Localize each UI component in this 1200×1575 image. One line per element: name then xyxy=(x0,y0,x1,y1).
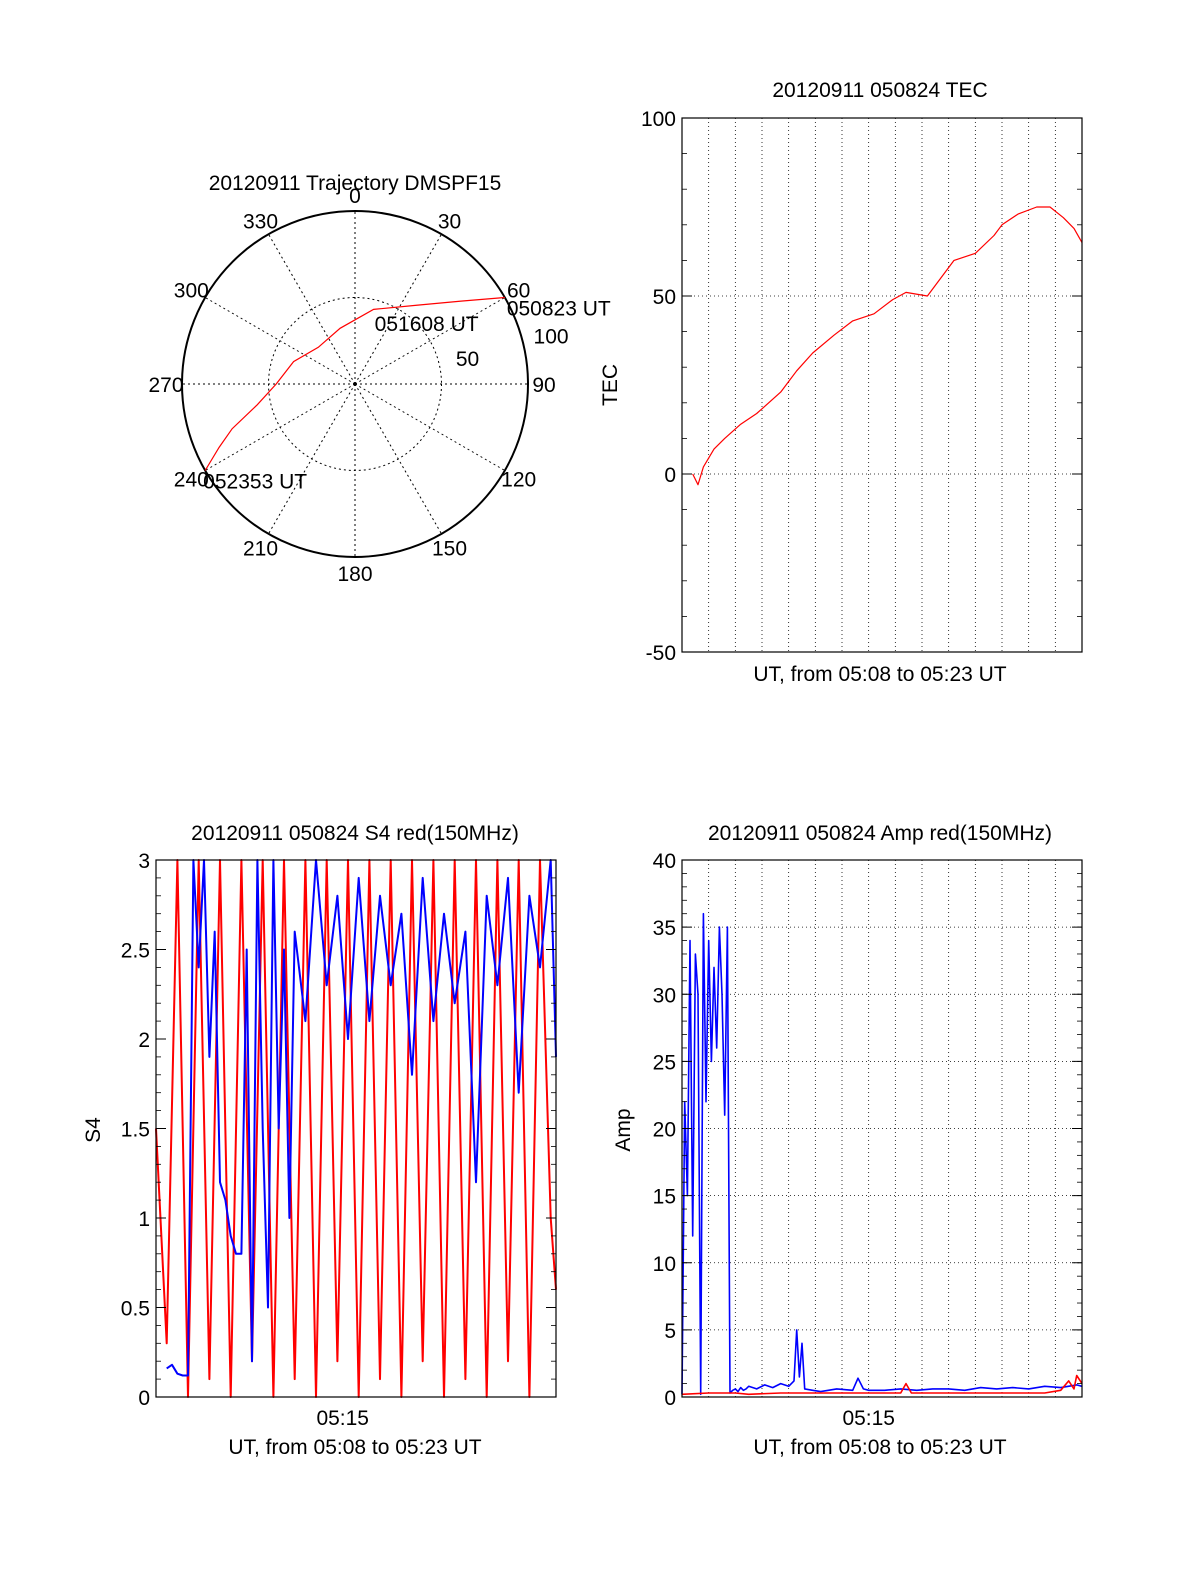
s4-plot-area: 0 0.5 1 1.5 2 2.5 3 05:15 xyxy=(121,850,557,1430)
amp-ylabel: Amp xyxy=(612,1108,635,1151)
s4-xlabel: UT, from 05:08 to 05:23 UT xyxy=(228,1436,481,1459)
s4-series-line-0 xyxy=(155,859,557,1398)
s4-ytick-label: 2 xyxy=(138,1029,150,1052)
amp-xlabel: UT, from 05:08 to 05:23 UT xyxy=(753,1436,1006,1459)
polar-radial-label: 100 xyxy=(534,325,569,348)
amp-ytick-label: 20 xyxy=(653,1119,676,1142)
amp-title: 20120911 050824 Amp red(150MHz) xyxy=(708,822,1052,845)
polar-outer-circle xyxy=(181,210,529,558)
polar-angle-label: 330 xyxy=(243,210,278,233)
tec-xlabel: UT, from 05:08 to 05:23 UT xyxy=(753,663,1006,686)
s4-ytick-label: 3 xyxy=(138,850,150,873)
s4-ylabel: S4 xyxy=(82,1117,105,1143)
polar-trajectory-panel: 20120911 Trajectory DMSPF15 0 30 60 90 120 15… xyxy=(148,172,610,586)
polar-grid-spoke xyxy=(204,297,356,385)
tec-ytick-label: 0 xyxy=(664,464,676,487)
s4-series-line-1 xyxy=(166,859,557,1377)
polar-angle-label: 180 xyxy=(337,563,372,586)
tec-frame xyxy=(681,117,1083,653)
polar-title: 20120911 Trajectory DMSPF15 xyxy=(209,172,502,195)
tec-plot-area: -50 0 50 100 xyxy=(641,108,1083,665)
polar-radial-labels: 50 100 xyxy=(456,325,569,370)
polar-angle-label: 90 xyxy=(532,374,555,397)
polar-angle-label: 210 xyxy=(243,538,278,561)
polar-trajectory xyxy=(204,296,505,471)
amp-ytick-label: 10 xyxy=(653,1253,676,1276)
s4-ytick-label: 0.5 xyxy=(121,1298,150,1321)
amp-ytick-label: 15 xyxy=(653,1186,676,1209)
amp-plot-area: 0 5 10 15 20 25 30 35 40 05:15 xyxy=(653,850,1083,1430)
s4-panel: 20120911 050824 S4 red(150MHz) UT, from … xyxy=(82,822,557,1459)
tec-ytick-label: 100 xyxy=(641,108,676,131)
tec-title: 20120911 050824 TEC xyxy=(772,79,987,102)
amp-ytick-label: 35 xyxy=(653,917,676,940)
polar-annotation: 050823 UT xyxy=(507,298,611,321)
s4-xtick-label: 05:15 xyxy=(316,1407,369,1430)
s4-ytick-label: 2.5 xyxy=(121,940,150,963)
polar-grid-spoke xyxy=(354,383,506,471)
polar-grid-spoke xyxy=(354,233,442,385)
polar-radial-label: 50 xyxy=(456,348,479,371)
polar-angle-labels: 0 30 60 90 120 150 180 210 240 270 300 330 xyxy=(148,185,555,586)
polar-trajectory-line xyxy=(204,296,505,471)
tec-ytick-label: 50 xyxy=(653,286,676,309)
tec-ylabel: TEC xyxy=(599,364,622,406)
polar-grid-spoke xyxy=(354,383,442,535)
polar-annotations: 050823 UT 051608 UT 052353 UT xyxy=(203,298,611,494)
tec-ytick-label: -50 xyxy=(646,642,676,665)
polar-angle-label: 150 xyxy=(432,538,467,561)
amp-ytick-label: 0 xyxy=(664,1387,676,1410)
amp-panel: 20120911 050824 Amp red(150MHz) UT, from… xyxy=(612,822,1083,1459)
amp-ytick-label: 5 xyxy=(664,1320,676,1343)
polar-angle-label: 60 xyxy=(507,280,530,303)
amp-series-line-1 xyxy=(681,1374,1083,1396)
tec-panel: 20120911 050824 TEC UT, from 05:08 to 05… xyxy=(599,79,1083,686)
polar-grid-spoke xyxy=(354,297,506,385)
polar-grid-spoke xyxy=(268,233,356,385)
amp-series-line-0 xyxy=(681,912,1083,1396)
amp-ytick-label: 25 xyxy=(653,1051,676,1074)
polar-annotation: 052353 UT xyxy=(203,471,307,494)
polar-angle-label: 30 xyxy=(438,210,461,233)
amp-ytick-label: 40 xyxy=(653,850,676,873)
polar-grid-spoke xyxy=(268,383,356,535)
s4-ytick-label: 1 xyxy=(138,1208,150,1231)
amp-ytick-label: 30 xyxy=(653,984,676,1007)
polar-angle-label: 0 xyxy=(349,185,361,208)
s4-ytick-label: 1.5 xyxy=(121,1119,150,1142)
tec-series-line-0 xyxy=(692,206,1083,486)
polar-angle-label: 300 xyxy=(174,280,209,303)
polar-angle-label: 270 xyxy=(148,374,183,397)
polar-annotation: 051608 UT xyxy=(375,313,479,336)
polar-angle-label: 240 xyxy=(174,469,209,492)
amp-xtick-label: 05:15 xyxy=(842,1407,895,1430)
s4-title: 20120911 050824 S4 red(150MHz) xyxy=(191,822,519,845)
polar-angle-label: 120 xyxy=(501,469,536,492)
polar-grid-spoke xyxy=(204,383,356,471)
polar-grid xyxy=(181,210,529,558)
s4-ytick-label: 0 xyxy=(138,1387,150,1410)
